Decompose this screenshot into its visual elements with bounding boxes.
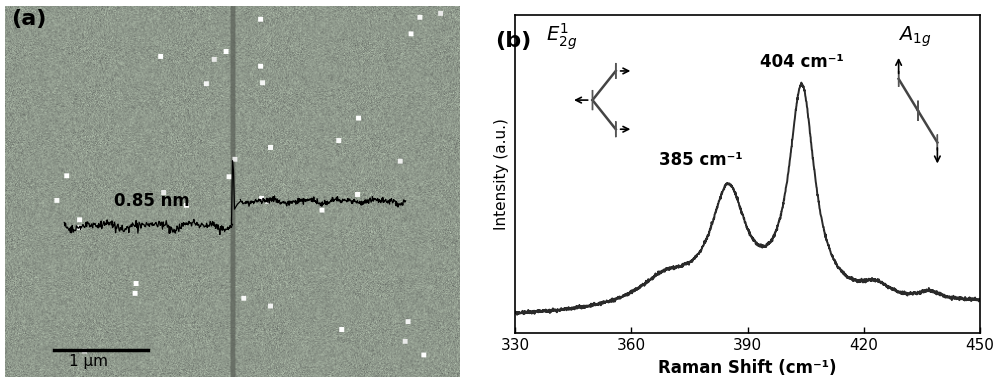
Text: (b): (b): [495, 31, 531, 51]
Text: 0.85 nm: 0.85 nm: [114, 192, 190, 210]
Text: 1 μm: 1 μm: [69, 354, 108, 368]
Y-axis label: Intensity (a.u.): Intensity (a.u.): [494, 118, 509, 230]
Text: $E^{1}_{2g}$: $E^{1}_{2g}$: [546, 21, 577, 52]
Text: 404 cm⁻¹: 404 cm⁻¹: [760, 53, 844, 71]
Text: 385 cm⁻¹: 385 cm⁻¹: [659, 151, 743, 169]
Text: (a): (a): [11, 9, 46, 29]
Text: $A_{1g}$: $A_{1g}$: [898, 24, 931, 49]
X-axis label: Raman Shift (cm⁻¹): Raman Shift (cm⁻¹): [658, 358, 837, 376]
